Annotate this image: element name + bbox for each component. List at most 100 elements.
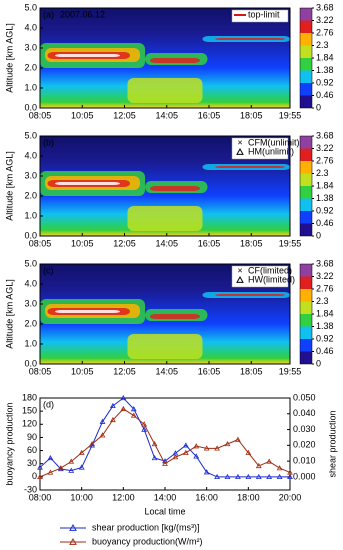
backscatter-layer	[215, 38, 285, 40]
colorbar-label: 0	[316, 102, 321, 112]
colorbar-label: 1.38	[316, 321, 334, 331]
backscatter-layer	[127, 334, 203, 359]
series-marker	[162, 460, 168, 466]
backscatter-layer	[55, 310, 120, 313]
series-marker	[120, 394, 127, 401]
series-marker	[68, 467, 75, 473]
series-marker	[203, 445, 210, 451]
y-tick-label: 180	[22, 392, 37, 402]
x-tick-label: 12:00	[112, 492, 135, 502]
x-tick-label: 19:55	[279, 238, 302, 248]
legend-label: shear production [kg/(ms³)]	[92, 522, 200, 532]
colorbar-segment	[300, 186, 312, 199]
colorbar-segment	[300, 20, 312, 33]
x-tick-label: 14:05	[155, 366, 178, 376]
colorbar-label: 2.3	[316, 168, 329, 178]
y2-tick-label: 0.020	[293, 440, 316, 450]
legend-box	[231, 265, 289, 288]
colorbar-segment	[300, 351, 312, 364]
colorbar-segment	[300, 8, 312, 21]
y-tick-label: 0.0	[24, 102, 37, 112]
colorbar-segment	[300, 45, 312, 58]
colorbar-label: 1.84	[316, 52, 334, 62]
y-tick-label: 1.0	[24, 338, 37, 348]
colorbar-label: 3.22	[316, 271, 334, 281]
x-tick-label: 16:05	[198, 366, 221, 376]
x-tick-label: 16:05	[198, 238, 221, 248]
series-marker	[245, 449, 252, 455]
series-marker	[245, 473, 252, 480]
series-marker	[276, 465, 283, 471]
series-marker	[141, 421, 148, 427]
series-marker	[99, 432, 106, 438]
colorbar-segment	[300, 276, 312, 289]
y-tick-label: 5.0	[24, 258, 37, 268]
series-marker	[193, 443, 200, 449]
series-line	[39, 408, 291, 478]
series-line	[39, 397, 290, 478]
series-marker	[130, 406, 137, 412]
backscatter-layer	[127, 206, 203, 231]
colorbar-frame	[299, 135, 313, 237]
legend-label: top-limit	[248, 9, 280, 19]
x-tick-label: 16:00	[195, 492, 218, 502]
colorbar-label: 3.68	[316, 130, 334, 140]
series-marker	[287, 473, 293, 480]
backscatter-layer	[55, 54, 120, 57]
y-tick-label: 0.0	[24, 230, 37, 240]
x-tick-label: 12:05	[113, 110, 136, 120]
series-marker	[120, 405, 127, 412]
colorbar-segment	[300, 83, 312, 96]
y2-axis-label: shear production	[327, 410, 337, 477]
colorbar-label: 0.92	[316, 77, 334, 87]
series-marker	[57, 465, 64, 471]
colorbar-frame	[299, 7, 313, 109]
legend-swatch	[236, 147, 244, 155]
colorbar-label: 2.3	[316, 296, 329, 306]
x-tick-label: 19:55	[279, 366, 302, 376]
colorbar-segment	[300, 161, 312, 174]
x-tick-label: 16:05	[198, 110, 221, 120]
backscatter-layer	[150, 186, 200, 191]
y-axis-label: Altitude [km AGL]	[4, 279, 14, 349]
series-marker	[214, 445, 220, 451]
y-tick-label: 60	[27, 445, 37, 455]
backscatter-layer	[55, 182, 120, 185]
colorbar-label: 1.38	[316, 65, 334, 75]
colorbar-segment	[300, 211, 312, 224]
y-tick-label: 150	[22, 406, 37, 416]
legend-swatch	[236, 275, 244, 283]
series-marker	[68, 458, 75, 464]
y-tick-label: 4.0	[24, 22, 37, 32]
y-axis-label: Altitude [km AGL]	[4, 23, 14, 93]
series-marker	[182, 449, 189, 455]
x-tick-label: 12:05	[113, 366, 136, 376]
series-marker	[276, 473, 283, 480]
colorbar-frame	[299, 263, 313, 365]
y-tick-label: 5.0	[24, 2, 37, 12]
y-tick-label: 3.0	[24, 170, 37, 180]
legend-label: HW(limited)	[248, 274, 295, 284]
colorbar-label: 0.46	[316, 90, 334, 100]
x-tick-label: 14:05	[155, 110, 178, 120]
y-tick-label: 0.0	[24, 358, 37, 368]
series-marker	[47, 469, 54, 475]
y-tick-label: 2.0	[24, 318, 37, 328]
y-tick-label: 1.0	[24, 210, 37, 220]
x-tick-label: 08:05	[29, 110, 52, 120]
colorbar-segment	[300, 70, 312, 83]
x-tick-label: 08:05	[29, 366, 52, 376]
series-marker	[110, 402, 116, 409]
legend-box	[231, 137, 289, 160]
colorbar-segment	[300, 289, 312, 302]
plot-frame	[39, 7, 291, 109]
series-marker	[110, 416, 116, 423]
series-marker	[141, 426, 148, 432]
y-tick-label: 2.0	[24, 190, 37, 200]
series-marker	[224, 473, 231, 480]
y-axis-label: Altitude [km AGL]	[4, 151, 14, 221]
x-tick-label: 18:05	[240, 110, 263, 120]
colorbar-label: 2.76	[316, 27, 334, 37]
colorbar-label: 3.22	[316, 15, 334, 25]
